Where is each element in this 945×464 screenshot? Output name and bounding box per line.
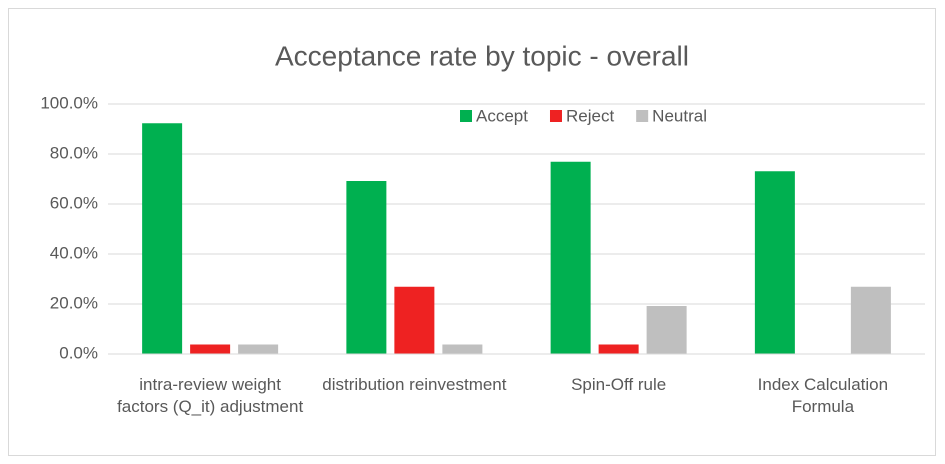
legend-swatch xyxy=(460,110,472,122)
bar xyxy=(646,306,687,354)
bar xyxy=(442,344,483,354)
y-tick-label: 0.0% xyxy=(59,343,98,362)
y-tick-label: 80.0% xyxy=(50,143,98,162)
legend-swatch xyxy=(549,110,562,122)
bar xyxy=(142,123,183,354)
bar xyxy=(394,286,435,354)
legend-label: Reject xyxy=(566,106,614,125)
legend-swatch xyxy=(636,110,649,122)
y-tick-label: 100.0% xyxy=(40,93,98,112)
bar xyxy=(550,161,591,354)
bar xyxy=(850,286,891,354)
bar xyxy=(190,344,231,354)
x-tick-label: distribution reinvestment xyxy=(322,375,507,394)
bar xyxy=(346,181,387,354)
y-tick-label: 40.0% xyxy=(50,243,98,262)
legend-label: Neutral xyxy=(652,106,707,125)
x-tick-label: intra-review weight factors (Q_it) adjus… xyxy=(117,375,304,416)
y-tick-label: 20.0% xyxy=(50,293,98,312)
chart-title: Acceptance rate by topic - overall xyxy=(275,40,689,71)
x-tick-label: Spin-Off rule xyxy=(571,375,667,394)
x-tick-label: Index Calculation Formula xyxy=(757,375,889,416)
bar xyxy=(238,344,279,354)
y-tick-label: 60.0% xyxy=(50,193,98,212)
legend-label: Accept xyxy=(476,106,528,125)
bar xyxy=(754,171,795,354)
bar xyxy=(598,344,639,354)
